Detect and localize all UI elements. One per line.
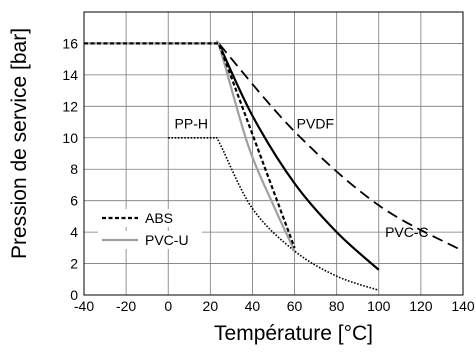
series-lines <box>84 40 464 292</box>
tick-labels: -40 -20 0 20 40 60 80 100 120 140 0 2 4 6 8 10 12 14 16 <box>62 35 474 314</box>
legend-bg <box>98 209 202 227</box>
y-tick-label: 10 <box>62 130 78 146</box>
y-tick-label: 14 <box>62 67 78 83</box>
x-tick-label: 140 <box>451 298 475 314</box>
x-tick-label: -20 <box>116 298 136 314</box>
x-tick-label: 80 <box>329 298 345 314</box>
y-tick-label: 4 <box>70 224 78 240</box>
series-label-pvdf: PVDF <box>297 115 334 131</box>
x-tick-label: 120 <box>409 298 433 314</box>
x-tick-label: 60 <box>287 298 303 314</box>
plot-frame <box>83 11 464 296</box>
x-tick-label: 20 <box>203 298 219 314</box>
series-line-abs <box>84 42 296 249</box>
legend: ABS PVC-U <box>98 209 202 249</box>
y-tick-label: 2 <box>70 256 78 272</box>
y-tick-label: 16 <box>62 35 78 51</box>
legend-bg <box>98 231 202 249</box>
series-label-pvc-c: PVC-C <box>385 224 429 240</box>
y-tick-label: 8 <box>70 161 78 177</box>
series-annotations: PVC-C PVDF PP-H <box>175 115 429 239</box>
series-line-pvdf <box>84 42 464 252</box>
series-line-pvc-c <box>84 42 380 271</box>
y-tick-label: 6 <box>70 193 78 209</box>
x-tick-label: 40 <box>245 298 261 314</box>
y-tick-label: 12 <box>62 98 78 114</box>
legend-label-pvc-u: PVC-U <box>145 232 189 248</box>
legend-label-abs: ABS <box>145 210 173 226</box>
series-line-pvc-u <box>84 40 296 252</box>
x-tick-label: -40 <box>74 298 94 314</box>
series-label-pp-h: PP-H <box>175 115 208 131</box>
y-tick-label: 0 <box>70 287 78 303</box>
x-axis-title: Température [°C] <box>214 322 373 345</box>
x-tick-label: 100 <box>367 298 391 314</box>
series-line-pp-h <box>168 136 380 292</box>
y-axis-title: Pression de service [bar] <box>8 28 31 259</box>
x-tick-label: 0 <box>164 298 172 314</box>
